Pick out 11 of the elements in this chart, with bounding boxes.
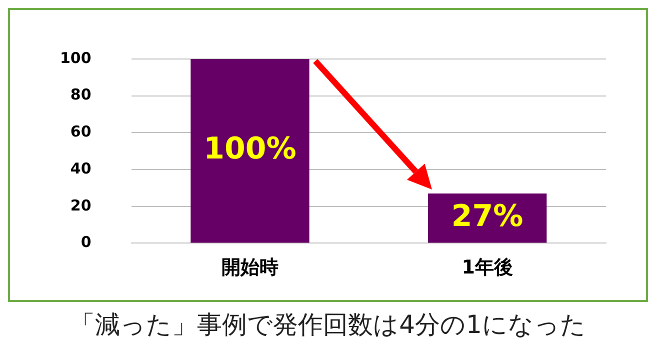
x-tick-label: 1年後 bbox=[462, 256, 513, 279]
y-tick-label: 20 bbox=[70, 196, 92, 214]
y-tick-label: 100 bbox=[60, 48, 92, 67]
data-label: 27% bbox=[451, 198, 524, 234]
y-tick-label: 40 bbox=[70, 159, 92, 178]
x-tick-label: 開始時 bbox=[221, 256, 278, 279]
y-tick-label: 80 bbox=[70, 86, 92, 104]
y-tick-label: 60 bbox=[70, 122, 92, 141]
data-label: 100% bbox=[204, 132, 296, 167]
text: 「減った」事例で発作回数は4分の1になった bbox=[69, 309, 587, 341]
y-tick-label: 0 bbox=[80, 233, 92, 252]
